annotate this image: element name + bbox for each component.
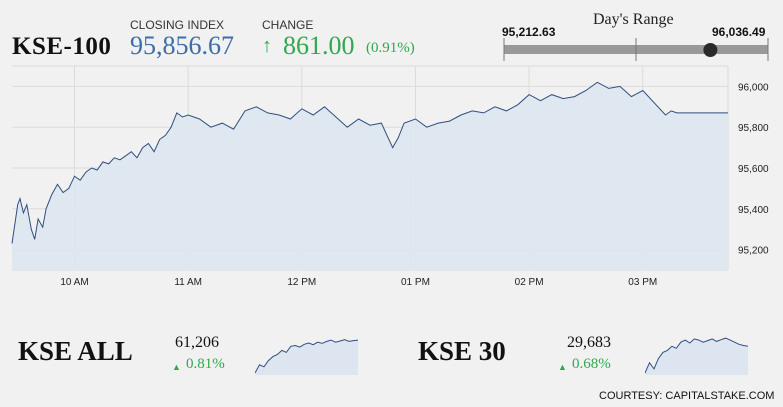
closing-index-label: CLOSING INDEX	[130, 18, 225, 32]
up-triangle-icon: ▲	[558, 362, 567, 372]
sparkline-area	[645, 338, 748, 375]
change-percent: (0.91%)	[366, 40, 415, 56]
y-tick-label: 96,000	[738, 82, 769, 93]
x-tick-label: 12 PM	[287, 277, 316, 288]
days-range-low: 95,212.63	[502, 25, 556, 39]
kse-all-name: KSE ALL	[18, 336, 133, 366]
x-tick-label: 01 PM	[401, 277, 430, 288]
kse-all-sparkline	[255, 339, 358, 375]
kse-all-value: 61,206	[175, 334, 219, 351]
main-chart: 95,200 95,400 95,600 95,800 96,000 10 AM 11 A…	[11, 65, 769, 288]
kse-30-name: KSE 30	[418, 336, 506, 366]
days-range-slider	[503, 38, 769, 61]
up-triangle-icon: ▲	[172, 362, 181, 372]
kse-30-value: 29,683	[567, 334, 611, 351]
kse-all-percent: 0.81%	[186, 356, 225, 372]
index-title: KSE-100	[12, 33, 112, 60]
change-value: 861.00	[283, 31, 355, 60]
x-tick-label: 03 PM	[628, 277, 657, 288]
price-line	[11, 81, 728, 244]
kse-30-sparkline	[645, 337, 748, 375]
x-tick-label: 10 AM	[60, 277, 88, 288]
kse-30-percent: 0.68%	[572, 356, 611, 372]
price-area	[12, 82, 728, 270]
days-range-high: 96,036.49	[712, 25, 766, 39]
days-range-title: Day's Range	[593, 11, 674, 28]
up-arrow-icon: ↑	[262, 35, 272, 57]
change-label: CHANGE	[262, 18, 314, 32]
x-tick-label: 02 PM	[515, 277, 544, 288]
y-tick-label: 95,200	[738, 246, 769, 257]
y-tick-label: 95,800	[738, 123, 769, 134]
closing-index-value: 95,856.67	[130, 31, 234, 60]
x-tick-label: 11 AM	[174, 277, 202, 288]
y-tick-label: 95,600	[738, 164, 769, 175]
sparkline-line	[645, 337, 748, 374]
sparkline-area	[255, 339, 358, 375]
courtesy-text: COURTESY: CAPITALSTAKE.COM	[599, 390, 775, 402]
y-tick-label: 95,400	[738, 205, 769, 216]
sparkline-line	[255, 339, 358, 374]
range-current-marker	[703, 43, 718, 57]
